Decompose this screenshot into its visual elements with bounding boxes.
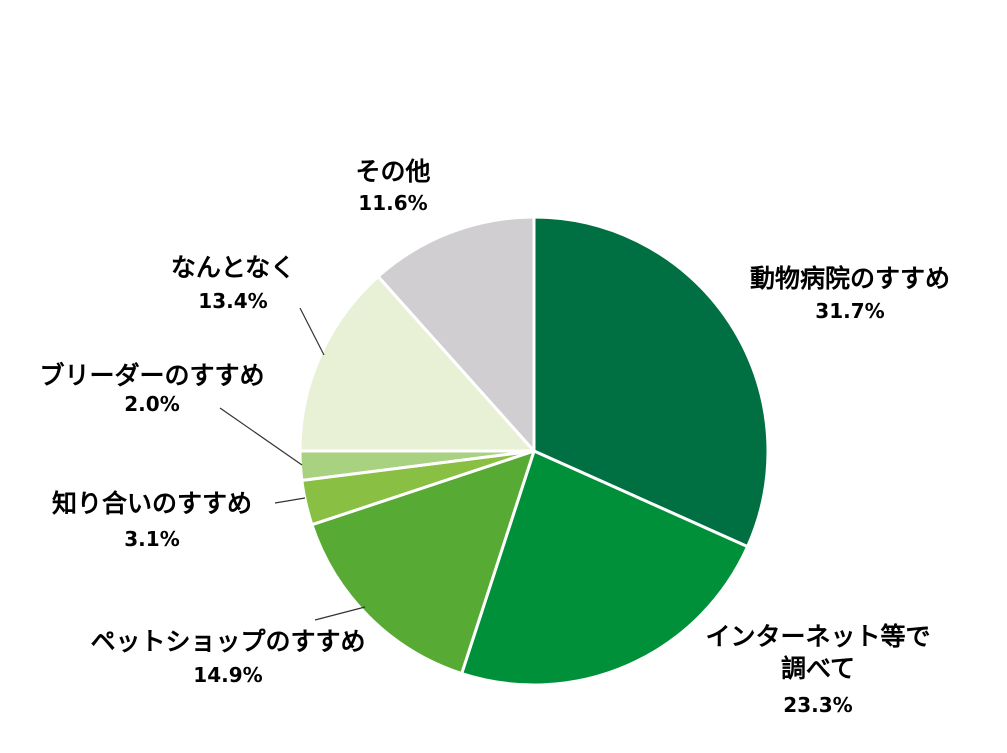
pie-slice-1: [460, 449, 750, 687]
slice-label-value: 23.3%: [783, 693, 852, 717]
leader-line-breeder: [219, 407, 303, 466]
leader-line-acquaintance: [274, 497, 306, 504]
slice-label-name: ペットショップのすすめ: [90, 627, 365, 656]
slice-label-name: インターネット等で調べて: [705, 622, 930, 683]
slice-label-value: 2.0%: [124, 392, 179, 416]
slice-label-name: 動物病院のすすめ: [750, 264, 950, 293]
slice-label-name: 知り合いのすすめ: [52, 489, 252, 518]
slice-label-value: 13.4%: [198, 289, 267, 313]
slice-label-value: 3.1%: [124, 527, 179, 551]
pie-slice-5: [298, 274, 536, 453]
pie-slices: [298, 215, 770, 687]
leader-line-pet-shop: [314, 606, 366, 621]
leader-line-nantonaku: [299, 307, 325, 356]
slice-label-name: なんとなく: [171, 253, 295, 282]
slice-label-value: 31.7%: [815, 299, 884, 323]
slice-label-name: ブリーダーのすすめ: [39, 361, 264, 390]
slice-label-name: その他: [355, 157, 430, 186]
slice-label-value: 14.9%: [193, 663, 262, 687]
pie-slice-6: [376, 215, 536, 453]
slice-labels: 動物病院のすすめ 31.7% インターネット等で調べて 23.3% ペットショッ…: [39, 157, 950, 717]
leader-lines: [219, 307, 366, 621]
slice-label-value: 11.6%: [358, 191, 427, 215]
pie-slice-0: [532, 215, 770, 549]
